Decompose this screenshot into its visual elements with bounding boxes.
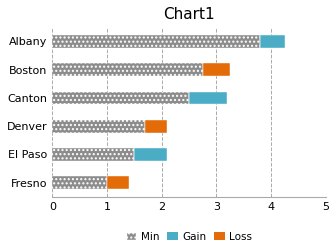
Bar bbox=[107, 176, 129, 189]
Title: Chart1: Chart1 bbox=[163, 7, 215, 22]
Bar bbox=[52, 148, 134, 161]
Bar bbox=[52, 176, 107, 189]
Bar bbox=[145, 120, 167, 132]
Bar bbox=[203, 63, 230, 76]
Bar bbox=[189, 91, 227, 104]
Bar bbox=[52, 120, 145, 132]
Legend: Min, Gain, Loss: Min, Gain, Loss bbox=[122, 228, 256, 240]
Bar bbox=[134, 148, 167, 161]
Bar bbox=[52, 91, 189, 104]
Bar bbox=[52, 63, 203, 76]
Bar bbox=[260, 35, 285, 48]
Bar bbox=[52, 35, 260, 48]
